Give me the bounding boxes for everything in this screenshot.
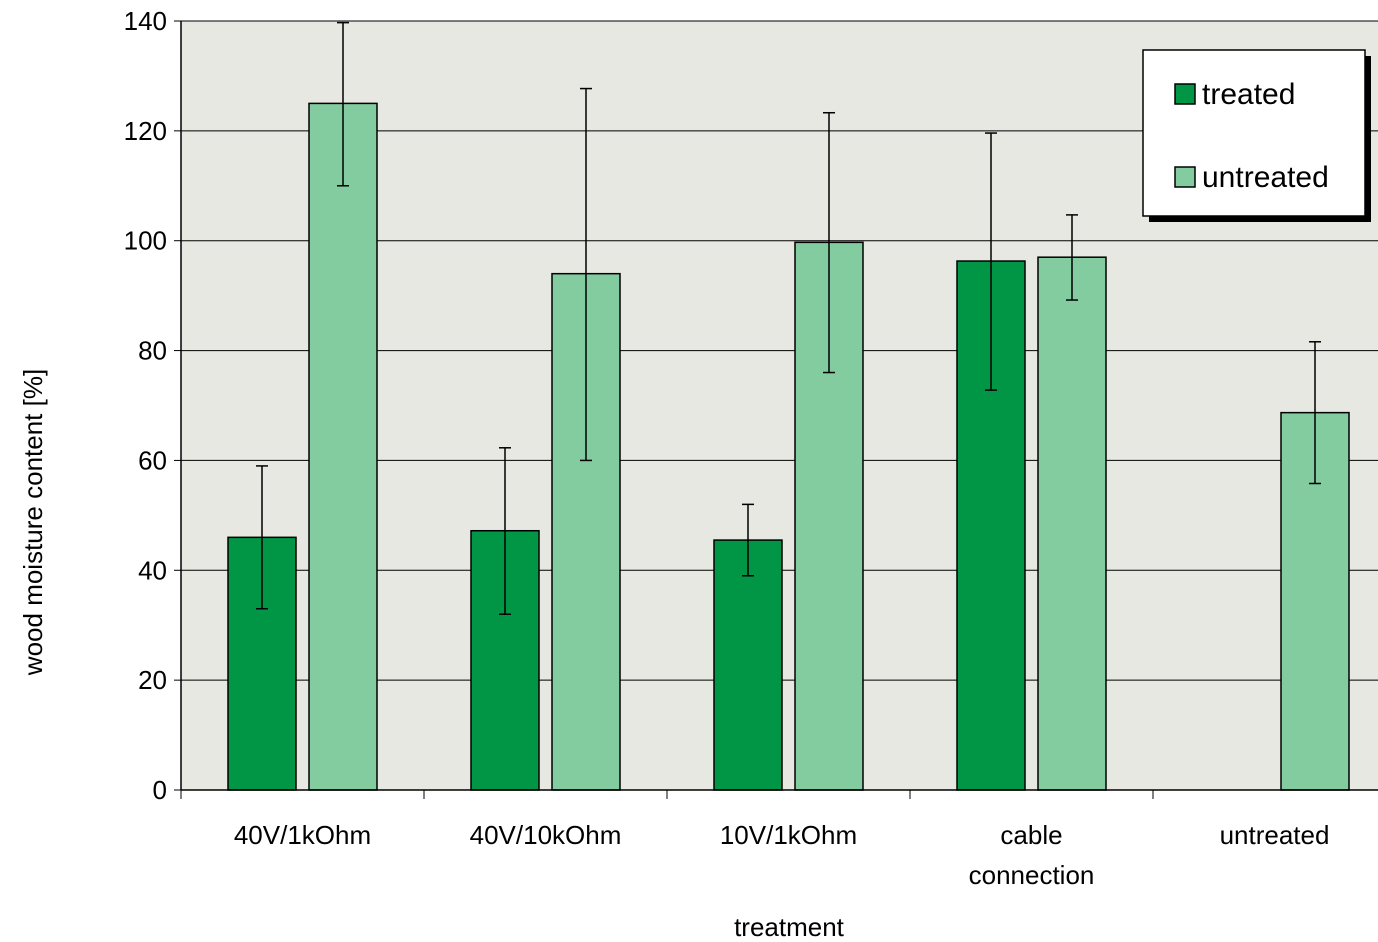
legend-label-untreated: untreated	[1202, 161, 1329, 194]
legend-box	[1142, 49, 1366, 217]
x-tick-label: untreated	[1220, 820, 1330, 850]
y-tick-label: 60	[138, 445, 167, 475]
y-axis: 0 20 40 60 80 100 120 140	[124, 6, 182, 805]
legend-swatch-untreated	[1174, 166, 1196, 188]
y-axis-title: wood moisture content [%]	[18, 369, 48, 676]
x-tick-label: 40V/1kOhm	[234, 820, 371, 850]
y-tick-label: 40	[138, 555, 167, 585]
y-tick-label: 80	[138, 336, 167, 366]
bar-treated	[713, 539, 783, 791]
x-tick-label: 40V/10kOhm	[470, 820, 622, 850]
legend-swatch-treated	[1174, 83, 1196, 105]
y-tick-label: 100	[124, 226, 167, 256]
y-tick-label: 140	[124, 6, 167, 36]
bar-untreated	[1037, 256, 1107, 791]
x-tick-label: connection	[969, 860, 1095, 890]
legend-label-treated: treated	[1202, 78, 1295, 111]
x-tick-label: 10V/1kOhm	[720, 820, 857, 850]
error-bars	[256, 21, 1321, 615]
x-axis: 40V/1kOhm 40V/10kOhm 10V/1kOhm cable connect…	[180, 789, 1378, 890]
legend: treated untreated	[1142, 49, 1371, 222]
y-tick-label: 120	[124, 116, 167, 146]
x-axis-title: treatment	[734, 912, 845, 942]
y-tick-label: 0	[153, 775, 167, 805]
x-tick-label: cable	[1000, 820, 1062, 850]
y-tick-label: 20	[138, 665, 167, 695]
bar-untreated	[308, 102, 378, 791]
